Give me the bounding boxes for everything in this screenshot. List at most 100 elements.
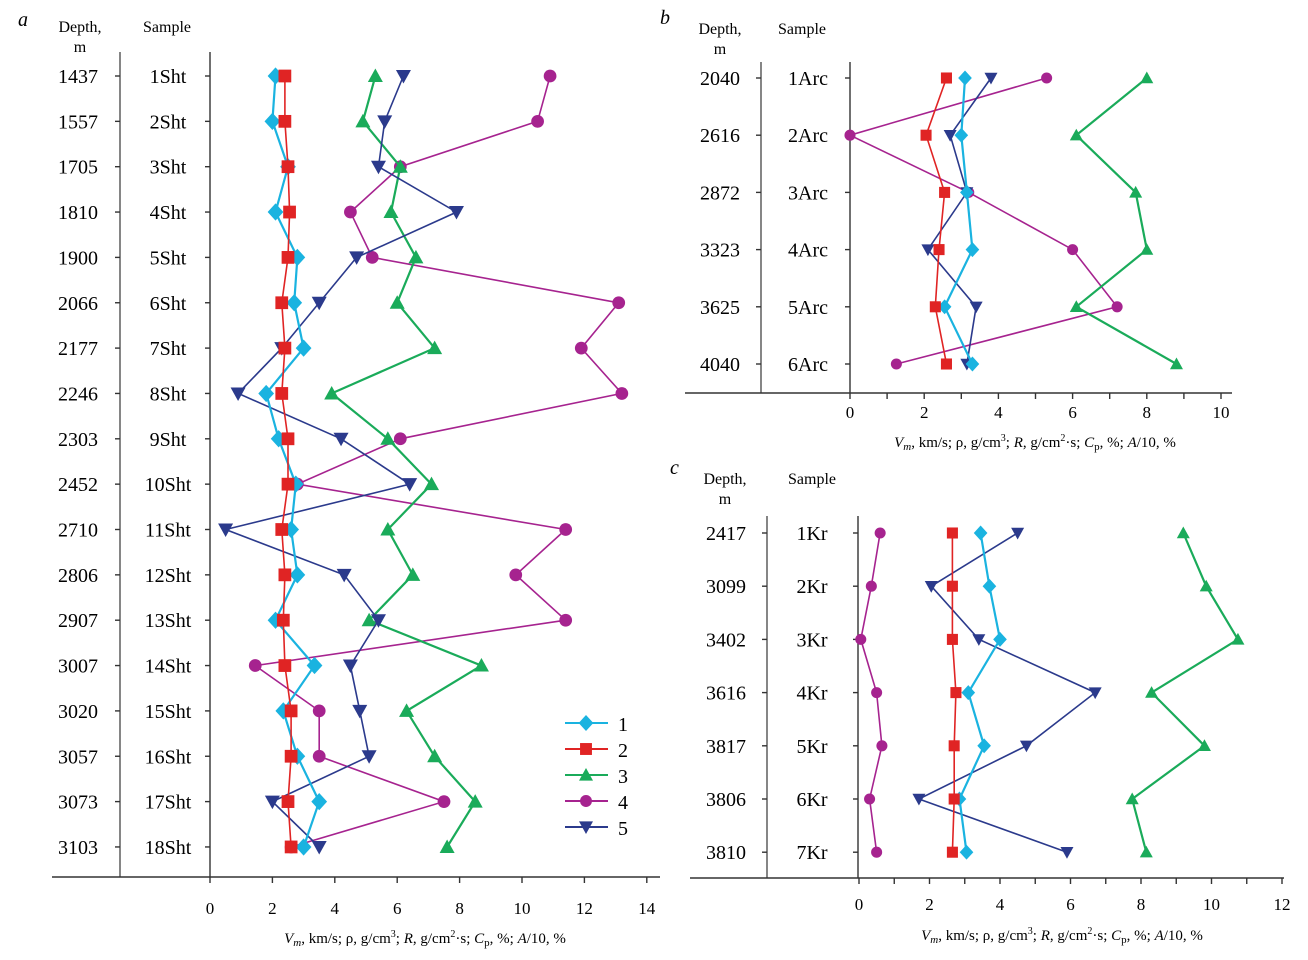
x-axis-title: Vm, km/s; ρ, g/cm3; R, g/cm2·s; Cp, %; A… <box>284 929 566 949</box>
sample-label: 7Kr <box>796 842 827 864</box>
series-line-4 <box>847 77 1119 365</box>
data-point-2 <box>281 432 295 446</box>
cp-subscript: p <box>484 937 490 949</box>
data-point-5 <box>311 296 327 311</box>
sample-label: 5Sht <box>150 247 187 269</box>
label-text: /10, % <box>527 931 566 947</box>
data-point-2 <box>281 160 295 174</box>
depth-label: 3099 <box>706 576 746 598</box>
x-tick-label: 6 <box>1068 403 1077 422</box>
cp-subscript: p <box>1121 934 1127 946</box>
sample-label: 15Sht <box>145 701 192 723</box>
data-point-5 <box>311 840 327 855</box>
data-point-1 <box>306 656 323 675</box>
depth-header-unit: m <box>714 41 727 58</box>
data-point-5 <box>349 251 365 265</box>
x-tick-label: 4 <box>996 895 1005 914</box>
data-point-5 <box>333 432 349 447</box>
sample-header: Sample <box>143 19 191 36</box>
data-point-3 <box>1197 739 1211 751</box>
data-point-3 <box>383 204 399 219</box>
data-point-4 <box>876 740 888 752</box>
data-point-4 <box>437 795 451 808</box>
data-point-1 <box>295 339 312 357</box>
data-point-1 <box>289 566 306 584</box>
series-line-5 <box>916 532 1097 853</box>
data-point-1 <box>937 299 952 315</box>
data-point-2 <box>278 341 292 355</box>
sample-header: Sample <box>778 21 826 38</box>
data-point-3 <box>1139 845 1153 858</box>
depth-label: 3806 <box>706 789 746 811</box>
data-point-1 <box>977 738 991 754</box>
data-point-5 <box>924 581 938 593</box>
x-tick-label: 12 <box>1274 895 1291 914</box>
sample-label: 17Sht <box>145 792 192 814</box>
data-point-2 <box>940 358 952 370</box>
data-point-5 <box>448 206 464 220</box>
data-point-4 <box>864 793 876 805</box>
sample-label: 10Sht <box>145 474 192 496</box>
label-text: , km/s; ρ, g/cm <box>911 435 1001 451</box>
data-point-3 <box>392 159 408 173</box>
data-point-2 <box>284 749 298 763</box>
x-tick-label: 0 <box>855 895 864 914</box>
depth-label: 3007 <box>58 656 98 678</box>
data-point-4 <box>312 704 326 718</box>
sample-label: 4Arc <box>788 240 828 262</box>
sample-label: 6Kr <box>796 789 827 811</box>
sample-label: 8Sht <box>150 383 187 405</box>
data-point-1 <box>258 384 275 403</box>
legend-label: 3 <box>618 766 628 788</box>
data-point-5 <box>218 523 234 537</box>
sample-label: 2Kr <box>796 576 827 598</box>
data-point-1 <box>286 294 303 312</box>
legend: 1 2 3 4 5 <box>565 714 628 840</box>
series-line-3 <box>1074 77 1178 365</box>
depth-label: 2806 <box>58 565 98 587</box>
label-text: ·s; <box>455 931 474 947</box>
data-point-3 <box>467 794 483 808</box>
data-point-3 <box>473 658 489 672</box>
series-5 <box>912 527 1102 859</box>
series-1 <box>258 67 328 856</box>
data-point-3 <box>1176 526 1190 539</box>
data-point-5 <box>342 659 358 674</box>
depth-header: Depth, <box>703 471 746 488</box>
data-point-1 <box>960 184 974 200</box>
data-point-4 <box>865 580 877 592</box>
data-point-1 <box>264 112 281 130</box>
data-point-1 <box>267 203 284 221</box>
series-line-3 <box>329 75 484 848</box>
label-text: , %; <box>1100 435 1128 451</box>
data-point-1 <box>973 525 988 541</box>
data-point-5 <box>972 634 986 646</box>
data-point-2 <box>283 205 296 219</box>
data-point-4 <box>1067 244 1079 256</box>
series-3 <box>1125 526 1245 858</box>
vm-symbol: V <box>921 928 932 944</box>
data-point-4 <box>559 523 573 536</box>
data-point-2 <box>281 477 295 491</box>
depth-header-unit: m <box>719 491 732 508</box>
label-text: ·s; <box>1065 435 1084 451</box>
data-point-3 <box>361 612 377 627</box>
vm-subscript: m <box>293 937 301 949</box>
legend-label: 5 <box>618 818 628 840</box>
depth-label: 3020 <box>58 701 98 723</box>
data-point-5 <box>984 72 998 85</box>
legend-label: 1 <box>618 714 628 736</box>
x-axis-title: Vm, km/s; ρ, g/cm3; R, g/cm2·s; Cp, %; A… <box>921 926 1203 946</box>
x-tick-label: 10 <box>1213 403 1230 422</box>
sample-label: 9Sht <box>150 429 187 451</box>
data-point-5 <box>352 704 368 719</box>
data-point-2 <box>946 633 958 645</box>
legend-marker-5 <box>579 821 593 834</box>
data-point-2 <box>929 301 941 313</box>
depth-label: 2066 <box>58 293 98 315</box>
data-point-3 <box>1069 300 1083 312</box>
depth-label: 1705 <box>58 157 98 179</box>
data-point-2 <box>278 69 292 83</box>
